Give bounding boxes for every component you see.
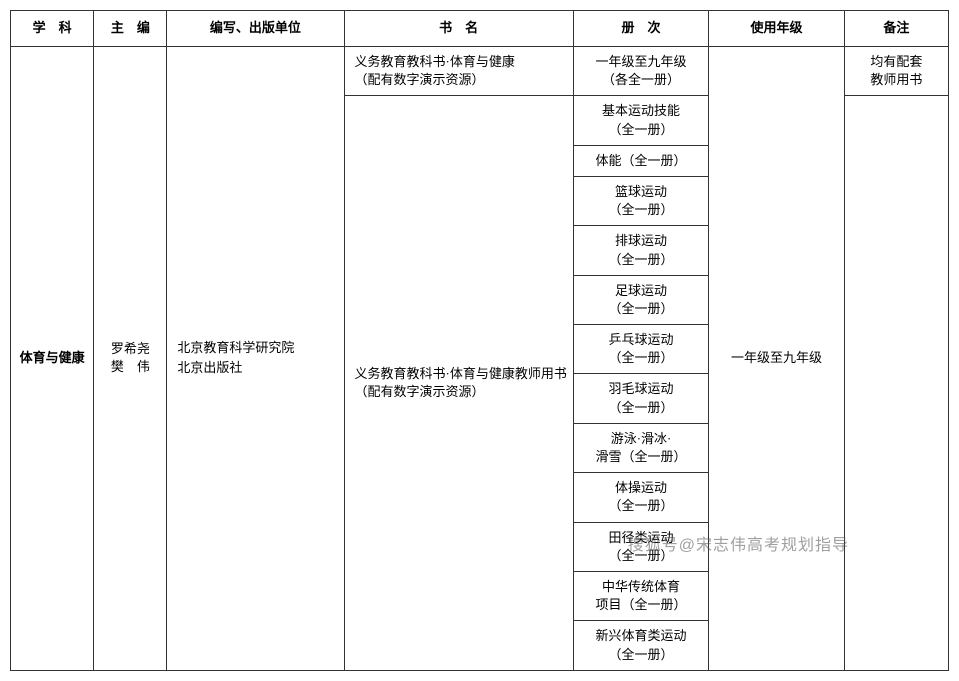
col-volume: 册 次 — [573, 11, 708, 47]
col-subject: 学 科 — [11, 11, 94, 47]
cell-volume: 体能（全一册） — [573, 145, 708, 176]
cell-volume: 足球运动（全一册） — [573, 275, 708, 324]
col-editor: 主 编 — [94, 11, 167, 47]
cell-volume: 游泳·滑冰·滑雪（全一册） — [573, 423, 708, 472]
cell-grade: 一年级至九年级 — [709, 47, 844, 671]
cell-editor: 罗希尧樊 伟 — [94, 47, 167, 671]
cell-book1-title: 义务教育教科书·体育与健康（配有数字演示资源） — [344, 47, 573, 96]
cell-volume: 新兴体育类运动（全一册） — [573, 621, 708, 670]
cell-volume: 乒乓球运动（全一册） — [573, 325, 708, 374]
cell-volume: 中华传统体育项目（全一册） — [573, 571, 708, 620]
cell-subject: 体育与健康 — [11, 47, 94, 671]
cell-remark: 均有配套教师用书 — [844, 47, 948, 96]
cell-volume: 体操运动（全一册） — [573, 473, 708, 522]
col-title: 书 名 — [344, 11, 573, 47]
header-row: 学 科 主 编 编写、出版单位 书 名 册 次 使用年级 备注 — [11, 11, 949, 47]
cell-volume: 羽毛球运动（全一册） — [573, 374, 708, 423]
col-grade: 使用年级 — [709, 11, 844, 47]
watermark-text: 搜狐号@宋志伟高考规划指导 — [628, 531, 849, 555]
col-publisher: 编写、出版单位 — [167, 11, 344, 47]
cell-remark-empty — [844, 96, 948, 670]
cell-volume: 排球运动（全一册） — [573, 226, 708, 275]
cell-publisher: 北京教育科学研究院北京出版社 — [167, 47, 344, 671]
table-row: 体育与健康 罗希尧樊 伟 北京教育科学研究院北京出版社 义务教育教科书·体育与健… — [11, 47, 949, 96]
cell-volume: 基本运动技能（全一册） — [573, 96, 708, 145]
col-remark: 备注 — [844, 11, 948, 47]
cell-book2-title: 义务教育教科书·体育与健康教师用书（配有数字演示资源） — [344, 96, 573, 670]
cell-volume: 篮球运动（全一册） — [573, 176, 708, 225]
textbook-table: 学 科 主 编 编写、出版单位 书 名 册 次 使用年级 备注 体育与健康 罗希… — [10, 10, 949, 671]
cell-book1-volume: 一年级至九年级（各全一册） — [573, 47, 708, 96]
